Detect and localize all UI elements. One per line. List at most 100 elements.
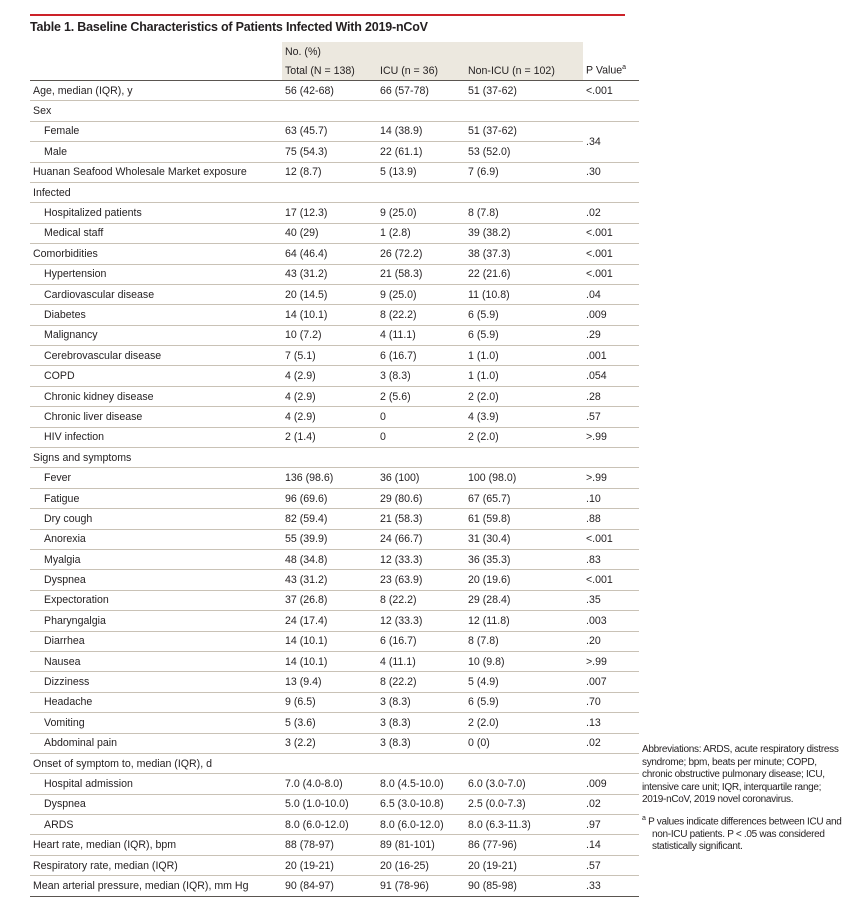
cell-non-icu: 53 (52.0) bbox=[465, 141, 583, 163]
table-row: Mean arterial pressure, median (IQR), mm… bbox=[30, 875, 639, 897]
table-row: HIV infection 2 (1.4) 0 2 (2.0) >.99 bbox=[30, 427, 639, 449]
cell-non-icu: 6 (5.9) bbox=[465, 325, 583, 347]
baseline-characteristics-table: No. (%) Total (N = 138) ICU (n = 36) Non… bbox=[30, 42, 639, 897]
cell-icu: 23 (63.9) bbox=[377, 569, 465, 591]
table-row: Expectoration 37 (26.8) 8 (22.2) 29 (28.4).… bbox=[30, 590, 639, 612]
table-notes: Abbreviations: ARDS, acute respiratory d… bbox=[642, 744, 847, 860]
table-row: Cerebrovascular disease 7 (5.1) 6 (16.7) 1 … bbox=[30, 345, 639, 367]
cell-non-icu: 86 (77-96) bbox=[465, 834, 583, 856]
cell-total bbox=[282, 753, 377, 775]
cell-non-icu: 22 (21.6) bbox=[465, 264, 583, 285]
cell-icu: 8.0 (4.5-10.0) bbox=[377, 773, 465, 795]
row-label: Dry cough bbox=[30, 508, 282, 530]
cell-icu: 26 (72.2) bbox=[377, 243, 465, 265]
cell-non-icu: 7 (6.9) bbox=[465, 162, 583, 183]
cell-non-icu: 67 (65.7) bbox=[465, 488, 583, 510]
cell-icu: 24 (66.7) bbox=[377, 529, 465, 550]
cell-p-value bbox=[583, 753, 639, 775]
row-label: Hypertension bbox=[30, 264, 282, 285]
table-row: Age, median (IQR), y 56 (42-68) 66 (57-78)… bbox=[30, 80, 639, 102]
cell-non-icu: 8.0 (6.3-11.3) bbox=[465, 814, 583, 836]
cell-icu: 8 (22.2) bbox=[377, 671, 465, 693]
header-blank bbox=[30, 61, 282, 81]
table-row: Onset of symptom to, median (IQR), d bbox=[30, 753, 639, 775]
cell-non-icu: 6 (5.9) bbox=[465, 692, 583, 714]
row-label: Myalgia bbox=[30, 549, 282, 571]
cell-p-value: .14 bbox=[583, 834, 639, 856]
cell-total bbox=[282, 447, 377, 469]
cell-p-value: .33 bbox=[583, 875, 639, 897]
cell-icu: 0 bbox=[377, 406, 465, 428]
cell-non-icu: 29 (28.4) bbox=[465, 590, 583, 612]
cell-total: 14 (10.1) bbox=[282, 651, 377, 673]
row-label: Diabetes bbox=[30, 304, 282, 326]
cell-non-icu bbox=[465, 182, 583, 204]
cell-non-icu: 20 (19-21) bbox=[465, 855, 583, 877]
cell-non-icu: 1 (1.0) bbox=[465, 365, 583, 387]
cell-p-value: >.99 bbox=[583, 651, 639, 673]
column-header-non-icu: Non-ICU (n = 102) bbox=[465, 61, 583, 81]
row-label: Heart rate, median (IQR), bpm bbox=[30, 834, 282, 856]
cell-non-icu bbox=[465, 447, 583, 469]
cell-p-value: .97 bbox=[583, 814, 639, 836]
cell-p-value: >.99 bbox=[583, 427, 639, 449]
cell-total: 55 (39.9) bbox=[282, 529, 377, 550]
row-label: Medical staff bbox=[30, 223, 282, 245]
cell-total: 37 (26.8) bbox=[282, 590, 377, 612]
cell-total: 96 (69.6) bbox=[282, 488, 377, 510]
cell-icu: 3 (8.3) bbox=[377, 692, 465, 714]
row-label: Male bbox=[30, 141, 282, 163]
row-label: Respiratory rate, median (IQR) bbox=[30, 855, 282, 877]
row-label: HIV infection bbox=[30, 427, 282, 449]
row-label: Dyspnea bbox=[30, 794, 282, 816]
table-row: Pharyngalgia 24 (17.4) 12 (33.3) 12 (11.8).… bbox=[30, 610, 639, 632]
cell-icu: 91 (78-96) bbox=[377, 875, 465, 897]
row-label: Nausea bbox=[30, 651, 282, 673]
header-blank bbox=[377, 42, 465, 61]
cell-icu bbox=[377, 182, 465, 204]
p-value-label: P Value bbox=[586, 64, 623, 77]
cell-total: 10 (7.2) bbox=[282, 325, 377, 347]
cell-p-value: .02 bbox=[583, 733, 639, 754]
cell-p-value bbox=[583, 182, 639, 204]
cell-total: 43 (31.2) bbox=[282, 569, 377, 591]
header-blank bbox=[30, 42, 282, 61]
header-row-columns: Total (N = 138) ICU (n = 36) Non-ICU (n … bbox=[30, 61, 639, 81]
cell-total: 14 (10.1) bbox=[282, 631, 377, 652]
table-row: Dyspnea 43 (31.2) 23 (63.9) 20 (19.6) <.001 bbox=[30, 569, 639, 591]
cell-total: 90 (84-97) bbox=[282, 875, 377, 897]
cell-total: 56 (42-68) bbox=[282, 80, 377, 102]
cell-non-icu: 61 (59.8) bbox=[465, 508, 583, 530]
cell-total: 7 (5.1) bbox=[282, 345, 377, 367]
cell-p-value: >.99 bbox=[583, 467, 639, 489]
cell-icu: 0 bbox=[377, 427, 465, 449]
group-header: No. (%) bbox=[282, 42, 377, 61]
cell-p-value: .009 bbox=[583, 304, 639, 326]
table-row: Infected bbox=[30, 182, 639, 204]
cell-total: 4 (2.9) bbox=[282, 365, 377, 387]
p-value-footnote: a P values indicate differences between … bbox=[642, 813, 847, 854]
cell-total: 14 (10.1) bbox=[282, 304, 377, 326]
table-row: Respiratory rate, median (IQR) 20 (19-21)… bbox=[30, 855, 639, 877]
row-label: COPD bbox=[30, 365, 282, 387]
cell-icu: 8.0 (6.0-12.0) bbox=[377, 814, 465, 836]
row-label: Abdominal pain bbox=[30, 733, 282, 754]
cell-total: 7.0 (4.0-8.0) bbox=[282, 773, 377, 795]
cell-p-value: .02 bbox=[583, 794, 639, 816]
cell-non-icu: 2 (2.0) bbox=[465, 712, 583, 734]
cell-icu bbox=[377, 100, 465, 122]
row-label: Huanan Seafood Wholesale Market exposure bbox=[30, 162, 282, 183]
cell-icu: 8 (22.2) bbox=[377, 590, 465, 612]
cell-icu bbox=[377, 447, 465, 469]
table-row: Huanan Seafood Wholesale Market exposure… bbox=[30, 162, 639, 183]
column-header-p-value: P Valuea bbox=[583, 61, 639, 81]
cell-p-value bbox=[583, 447, 639, 469]
table-row: Hypertension 43 (31.2) 21 (58.3) 22 (21.6) <… bbox=[30, 264, 639, 285]
cell-icu: 1 (2.8) bbox=[377, 223, 465, 245]
cell-total: 20 (14.5) bbox=[282, 284, 377, 306]
cell-p-value: .35 bbox=[583, 590, 639, 612]
cell-icu: 14 (38.9) bbox=[377, 121, 465, 143]
table-row: Nausea 14 (10.1) 4 (11.1) 10 (9.8) >.99 bbox=[30, 651, 639, 673]
cell-p-value: .003 bbox=[583, 610, 639, 632]
cell-icu: 9 (25.0) bbox=[377, 202, 465, 224]
